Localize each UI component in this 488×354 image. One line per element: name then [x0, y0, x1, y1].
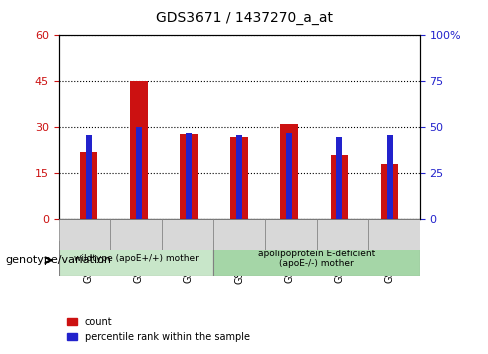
Bar: [180, 133, 198, 219]
Bar: [336, 137, 343, 219]
Text: genotype/variation: genotype/variation: [5, 255, 111, 265]
Bar: [59, 241, 213, 276]
Bar: [136, 127, 142, 219]
Bar: [213, 241, 420, 276]
Bar: [317, 219, 368, 250]
Bar: [130, 81, 147, 219]
Bar: [386, 135, 393, 219]
Bar: [236, 135, 242, 219]
Bar: [110, 219, 162, 250]
Bar: [86, 135, 92, 219]
Text: GDS3671 / 1437270_a_at: GDS3671 / 1437270_a_at: [156, 11, 332, 25]
Bar: [381, 164, 398, 219]
Legend: count, percentile rank within the sample: count, percentile rank within the sample: [63, 313, 254, 346]
Bar: [162, 219, 213, 250]
Bar: [80, 152, 98, 219]
Bar: [331, 155, 348, 219]
Bar: [281, 124, 298, 219]
Bar: [186, 133, 192, 219]
Text: wildtype (apoE+/+) mother: wildtype (apoE+/+) mother: [74, 254, 199, 263]
Bar: [286, 133, 292, 219]
Bar: [368, 219, 420, 250]
Bar: [59, 219, 110, 250]
Bar: [265, 219, 317, 250]
Bar: [213, 219, 265, 250]
Text: apolipoprotein E-deficient
(apoE-/-) mother: apolipoprotein E-deficient (apoE-/-) mot…: [258, 249, 375, 268]
Bar: [230, 137, 248, 219]
